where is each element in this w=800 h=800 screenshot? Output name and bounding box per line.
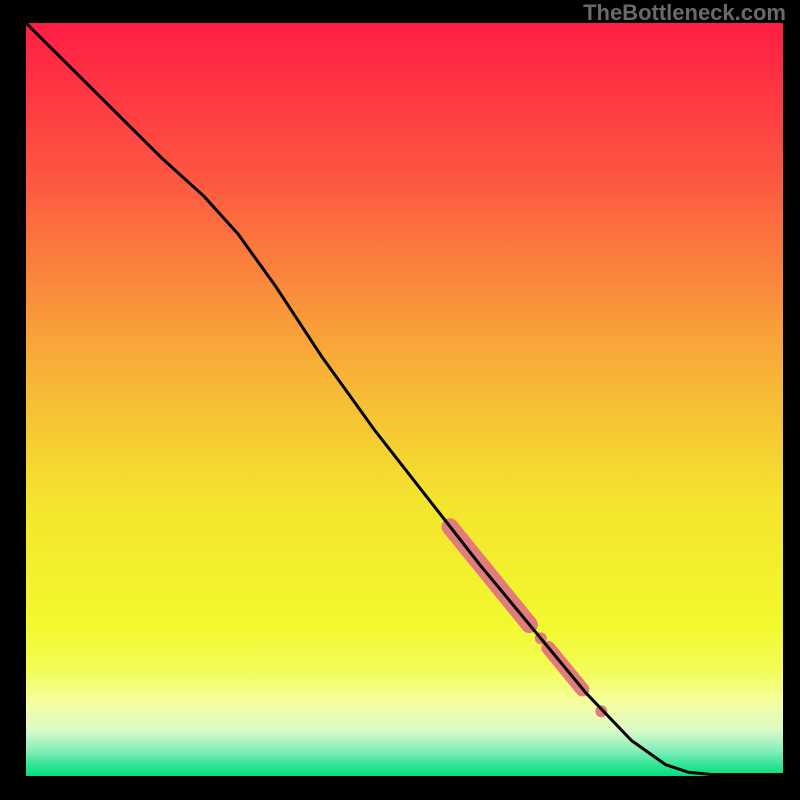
- data-curve: [26, 23, 783, 774]
- chart-overlay: [26, 23, 783, 776]
- watermark-text: TheBottleneck.com: [583, 0, 786, 26]
- plot-area: [26, 23, 783, 776]
- chart-frame: TheBottleneck.com: [0, 0, 800, 800]
